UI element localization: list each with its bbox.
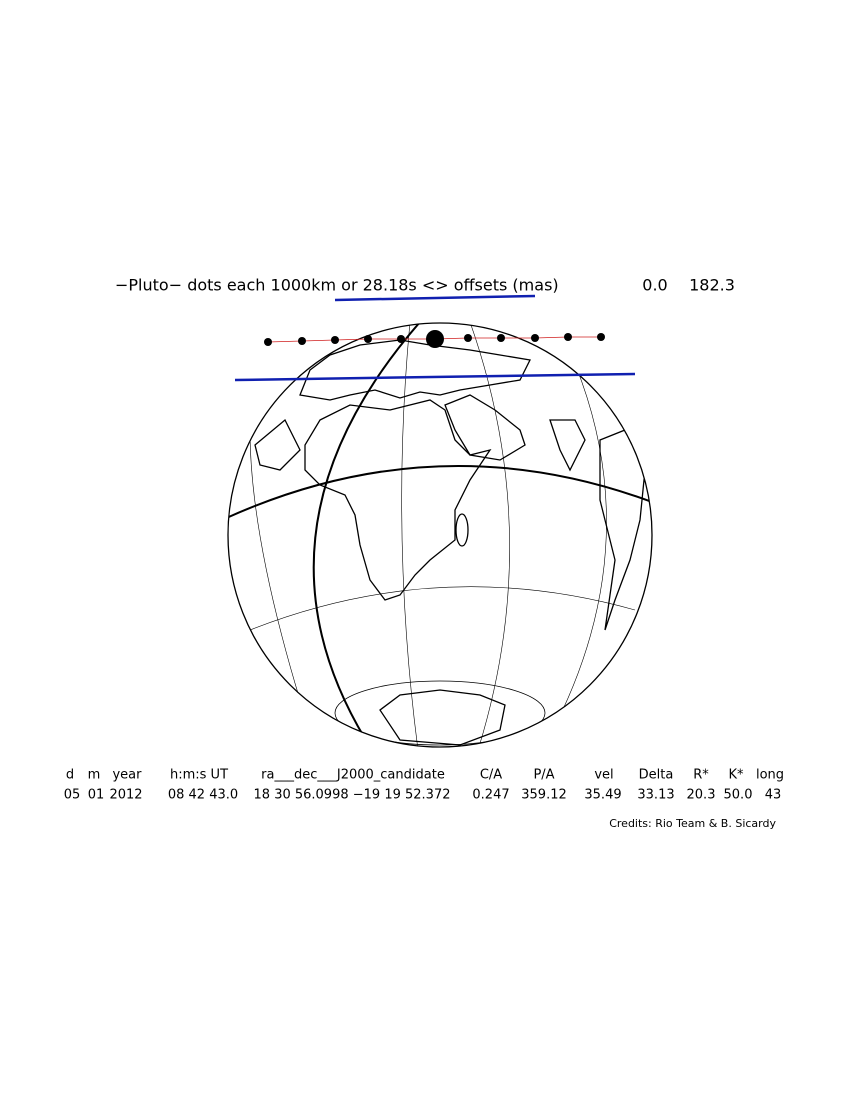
table-header: ra___dec___J2000_candidate bbox=[261, 768, 445, 783]
offset-ra: 0.0 bbox=[642, 276, 667, 295]
table-cell: 33.13 bbox=[637, 788, 674, 803]
table-cell: 43 bbox=[765, 788, 782, 803]
shadow-limit bbox=[234, 372, 636, 382]
table-header: vel bbox=[594, 768, 613, 783]
table-header: R* bbox=[693, 768, 709, 783]
table-cell: 359.12 bbox=[521, 788, 567, 803]
shape bbox=[249, 429, 301, 701]
shape bbox=[312, 323, 421, 747]
credits: Credits: Rio Team & B. Sicardy bbox=[609, 817, 776, 830]
shape bbox=[379, 689, 506, 746]
dot bbox=[564, 333, 572, 341]
table-header: P/A bbox=[533, 768, 554, 783]
globe bbox=[227, 322, 653, 748]
table-cell: 05 bbox=[64, 788, 81, 803]
table-cell: 50.0 bbox=[724, 788, 753, 803]
globe-content bbox=[228, 323, 652, 747]
title: −Pluto− dots each 1000km or 28.18s <> of… bbox=[115, 276, 559, 295]
table-header: m bbox=[88, 768, 101, 783]
table-header: d bbox=[66, 768, 74, 783]
table-cell: 18 30 56.0998 −19 19 52.372 bbox=[254, 788, 451, 803]
table-header: h:m:s UT bbox=[170, 768, 228, 783]
dot bbox=[397, 335, 405, 343]
offset-dec: 182.3 bbox=[689, 276, 735, 295]
table-cell: 0.247 bbox=[472, 788, 509, 803]
shape bbox=[334, 680, 546, 746]
table: d m year h:m:s UT ra___dec___J2000_candidate… bbox=[64, 768, 784, 803]
occultation-path bbox=[264, 330, 605, 348]
shape bbox=[544, 329, 607, 746]
dot bbox=[531, 334, 539, 342]
shape bbox=[549, 419, 586, 472]
table-header: C/A bbox=[480, 768, 502, 783]
dot bbox=[464, 334, 472, 342]
table-header: K* bbox=[728, 768, 744, 783]
underline bbox=[334, 294, 536, 302]
shape bbox=[455, 513, 469, 547]
shape bbox=[254, 418, 301, 471]
shape bbox=[228, 464, 652, 521]
dot bbox=[331, 336, 339, 344]
table-cell: 20.3 bbox=[687, 788, 716, 803]
dot bbox=[298, 337, 306, 345]
shape bbox=[304, 399, 492, 601]
shape bbox=[299, 339, 531, 401]
dot bbox=[426, 330, 444, 348]
shape bbox=[401, 323, 419, 747]
table-cell: 08 42 43.0 bbox=[168, 788, 238, 803]
dot bbox=[264, 338, 272, 346]
shape bbox=[469, 323, 510, 747]
dot bbox=[597, 333, 605, 341]
table-header: year bbox=[112, 768, 142, 783]
dot bbox=[227, 322, 653, 748]
table-cell: 35.49 bbox=[584, 788, 621, 803]
shape bbox=[444, 394, 526, 461]
table-header: Delta bbox=[639, 768, 674, 783]
table-header: long bbox=[756, 768, 784, 783]
dot bbox=[364, 335, 372, 343]
shape bbox=[249, 586, 636, 631]
dot bbox=[497, 334, 505, 342]
table-cell: 01 bbox=[88, 788, 105, 803]
table-cell: 2012 bbox=[109, 788, 142, 803]
